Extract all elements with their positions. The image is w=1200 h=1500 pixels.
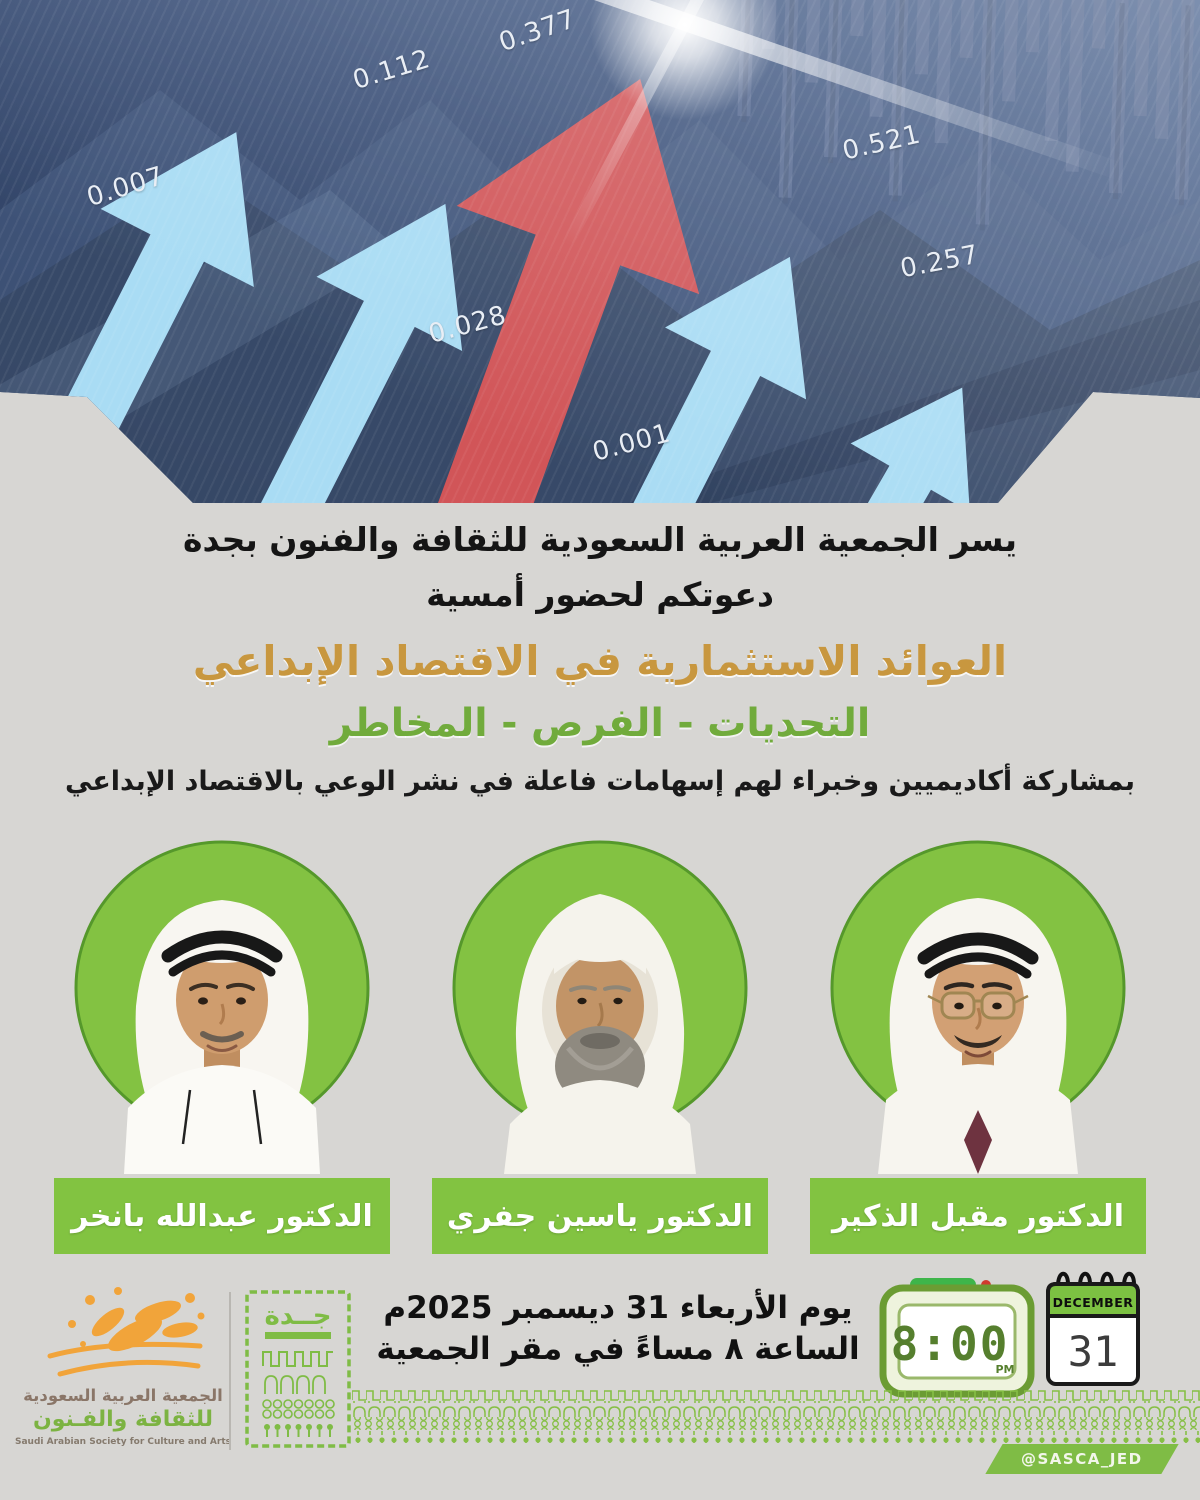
social-handle-badge: @SASCA_JED — [985, 1444, 1179, 1474]
invitation-line-2: دعوتكم لحضور أمسية — [426, 575, 774, 614]
speaker-photo — [71, 838, 373, 1174]
participants-note: بمشاركة أكاديميين وخبراء لهم إسهامات فاع… — [65, 766, 1135, 797]
society-name-block: الجمعية العربية السعودية للثقافة والفـنو… — [14, 1386, 232, 1447]
hero-banner: 0.007 0.112 0.377 0.521 0.257 0.028 0.00… — [0, 0, 1200, 503]
event-title: العوائد الاستثمارية في الاقتصاد الإبداعي — [192, 637, 1008, 685]
jeddah-stamp: جــدة — [245, 1290, 351, 1448]
society-name-ar-1: الجمعية العربية السعودية — [23, 1386, 223, 1405]
event-time-line: الساعة ٨ مساءً في مقر الجمعية — [376, 1331, 860, 1367]
calendar-day: 31 — [1068, 1327, 1119, 1376]
social-handle: @SASCA_JED — [1021, 1450, 1143, 1468]
stamp-city-label: جــدة — [265, 1301, 332, 1331]
portrait-thukair — [830, 840, 1126, 1174]
speaker-thukair: الدكتور مقبل الذكير — [808, 838, 1148, 1254]
event-datetime: يوم الأربعاء 31 ديسمبر 2025م الساعة ٨ مس… — [368, 1288, 868, 1370]
portrait-banakhar — [74, 840, 370, 1174]
calendar-icon: DECEMBER 31 — [1046, 1271, 1140, 1386]
speaker-banakhar: الدكتور عبدالله بانخر — [52, 838, 392, 1254]
digital-clock-icon: 8:00 PM — [879, 1278, 1035, 1398]
speaker-photo — [449, 838, 751, 1174]
clock-period: PM — [995, 1363, 1014, 1376]
speakers-row: الدكتور عبدالله بانخر — [0, 838, 1200, 1254]
calendar-month: DECEMBER — [1053, 1295, 1134, 1310]
portrait-jifri — [452, 840, 748, 1174]
society-logo-flourish — [47, 1287, 205, 1377]
speaker-name-banner: الدكتور مقبل الذكير — [810, 1178, 1146, 1254]
ornamental-pattern-band — [352, 1388, 1200, 1443]
society-name-en: Saudi Arabian Society for Culture and Ar… — [14, 1437, 231, 1447]
speaker-name-banner: الدكتور ياسين جفري — [432, 1178, 768, 1254]
clock-time: 8:00 — [891, 1317, 1010, 1371]
society-name-ar-2: للثقافة والفـنون — [32, 1407, 214, 1432]
stock-market-artwork — [0, 0, 1200, 503]
event-date-line: يوم الأربعاء 31 ديسمبر 2025م — [383, 1290, 853, 1326]
diagonal-stripes-overlay — [0, 0, 1200, 503]
invitation-line-1: يسر الجمعية العربية السعودية للثقافة وال… — [183, 520, 1017, 559]
footer-divider — [229, 1292, 231, 1450]
event-subtitle: التحديات - الفرص - المخاطر — [329, 701, 871, 746]
speaker-photo — [827, 838, 1129, 1174]
speaker-name-banner: الدكتور عبدالله بانخر — [54, 1178, 390, 1254]
speaker-jifri: الدكتور ياسين جفري — [430, 838, 770, 1254]
